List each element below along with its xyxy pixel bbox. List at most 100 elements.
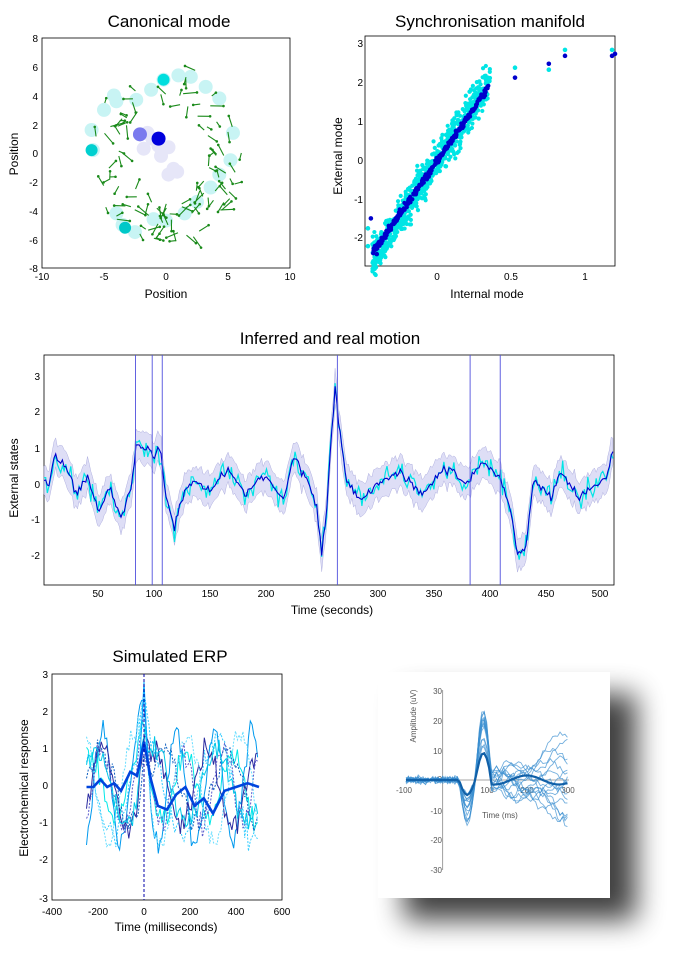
velocity-arrow	[208, 156, 209, 166]
arrow-head	[123, 152, 126, 155]
arrow-head	[165, 216, 168, 219]
ring-point	[144, 83, 158, 97]
canonical-ytick: -4	[29, 207, 38, 218]
arrow-head	[215, 140, 218, 143]
data-point-blue	[413, 189, 417, 193]
data-point-blue	[437, 159, 441, 163]
arrow-head	[228, 141, 231, 144]
arrow-head	[131, 160, 134, 163]
motion-ylabel: External states	[7, 438, 21, 517]
arrow-head	[198, 203, 201, 206]
arrow-head	[159, 238, 162, 241]
arrow-head	[198, 124, 201, 127]
data-point-blue	[483, 93, 487, 97]
data-point-cyan	[477, 89, 481, 93]
arrow-head	[183, 83, 186, 86]
data-point-cyan	[481, 66, 485, 70]
ring-point	[199, 80, 213, 94]
data-point-cyan	[409, 218, 413, 222]
arrow-head	[217, 211, 220, 214]
motion-ytick: -2	[31, 551, 40, 562]
manifold-ylabel: External mode	[331, 117, 345, 195]
data-point-cyan	[472, 95, 476, 99]
data-point-cyan	[408, 186, 412, 190]
motion-xtick: 400	[482, 589, 499, 600]
manifold-ytick: -1	[354, 195, 363, 206]
velocity-arrow	[158, 87, 166, 94]
data-point-cyan	[468, 97, 472, 101]
canonical-title: Canonical mode	[108, 12, 231, 31]
data-point-cyan	[415, 164, 419, 168]
canonical-xtick: 0	[163, 272, 169, 283]
arrow-head	[120, 165, 123, 168]
outlier-point	[610, 48, 615, 53]
data-point-cyan	[399, 194, 403, 198]
center-point	[161, 168, 175, 182]
arrow-head	[93, 126, 96, 129]
arrow-head	[227, 115, 230, 118]
arrow-head	[120, 113, 123, 116]
arrow-head	[138, 178, 141, 181]
arrow-head	[121, 211, 124, 214]
data-point-cyan	[452, 122, 456, 126]
arrow-head	[209, 147, 212, 150]
arrow-head	[230, 200, 233, 203]
arrow-head	[142, 239, 145, 242]
data-point-cyan	[478, 82, 482, 86]
manifold-x-ticks: 0 0.5 1	[434, 272, 588, 283]
motion-xtick: 50	[92, 589, 104, 600]
motion-ytick: 2	[34, 407, 40, 418]
manifold-y-ticks: 3 2 1 0 -1 -2	[354, 39, 363, 244]
motion-xlabel: Time (seconds)	[291, 603, 373, 617]
motion-y-ticks: 3 2 1 0 -1 -2	[31, 372, 40, 562]
velocity-arrow	[199, 225, 208, 231]
data-point-cyan	[404, 192, 408, 196]
data-point-cyan	[470, 121, 474, 125]
arrow-head	[169, 105, 172, 108]
manifold-xtick: 1	[582, 272, 588, 283]
arrow-head	[159, 217, 162, 220]
data-point-cyan	[470, 126, 474, 130]
velocity-arrow	[208, 136, 217, 142]
motion-ytick: 3	[34, 372, 40, 383]
data-point-blue	[417, 184, 421, 188]
arrow-head	[158, 232, 161, 235]
arrow-head	[219, 125, 222, 128]
data-point-cyan	[383, 255, 387, 259]
center-point	[137, 142, 151, 156]
arrow-head	[147, 203, 150, 206]
motion-xtick: 100	[146, 589, 163, 600]
arrow-head	[194, 202, 197, 205]
manifold-title: Synchronisation manifold	[395, 12, 585, 31]
velocity-arrow	[119, 156, 122, 166]
erp-ytick: 3	[42, 670, 48, 681]
motion-xtick: 450	[538, 589, 555, 600]
erp-y-ticks: 3 2 1 0 -1 -2 -3	[39, 670, 48, 905]
arrow-head	[231, 183, 234, 186]
canonical-xtick: -5	[100, 272, 109, 283]
erp-xtick: -400	[42, 907, 62, 918]
inset-ytick: -30	[430, 866, 442, 875]
data-point-blue	[483, 88, 487, 92]
erp-title: Simulated ERP	[112, 647, 227, 666]
manifold-ytick: -2	[354, 233, 363, 244]
arrow-head	[189, 198, 192, 201]
canonical-xtick: 5	[225, 272, 231, 283]
data-point-cyan	[372, 230, 376, 234]
data-point-cyan	[381, 247, 385, 251]
motion-x-ticks: 50 100 150 200 250 300 350 400 450 500	[92, 589, 608, 600]
erp-ytick: -2	[39, 855, 48, 866]
ring-point	[97, 103, 111, 117]
data-point-cyan	[448, 155, 452, 159]
manifold-xtick: 0.5	[504, 272, 518, 283]
arrow-head	[207, 224, 210, 227]
arrow-head	[215, 91, 218, 94]
canonical-ytick: 0	[32, 149, 38, 160]
data-point-cyan	[487, 77, 491, 81]
data-point-blue	[425, 173, 429, 177]
arrow-head	[163, 225, 166, 228]
ring-point	[129, 93, 143, 107]
velocity-arrow	[185, 66, 195, 70]
velocity-arrow	[136, 179, 140, 189]
